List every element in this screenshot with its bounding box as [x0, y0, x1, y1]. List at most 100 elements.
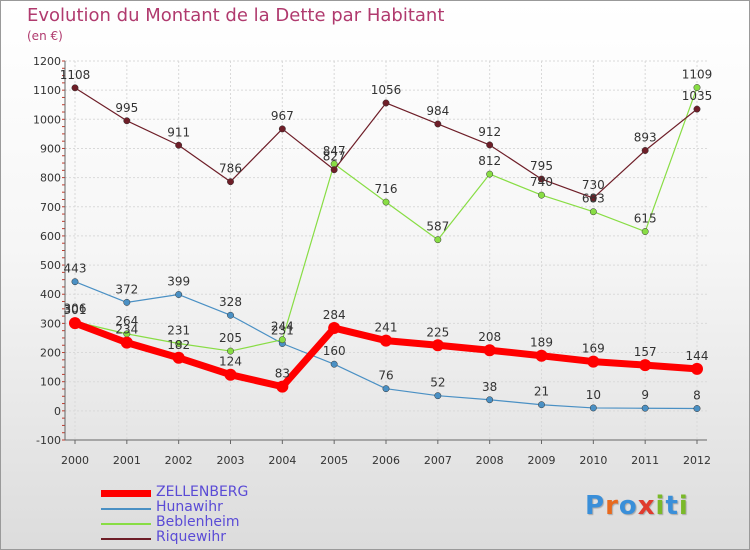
data-label-beblenheim: 264: [115, 314, 138, 328]
proxiti-logo: Proxiti: [585, 491, 689, 521]
data-label-hunawihr: 160: [323, 344, 346, 358]
x-tick-label: 2010: [579, 454, 607, 467]
y-tick-label: 200: [40, 347, 61, 360]
point-hunawihr: [123, 298, 131, 306]
y-tick-label: 1100: [33, 84, 61, 97]
y-tick-label: 800: [40, 172, 61, 185]
data-label-zellenberg: 124: [219, 355, 242, 369]
point-zellenberg: [276, 380, 289, 393]
point-hunawihr: [486, 396, 494, 404]
data-label-beblenheim: 812: [478, 154, 501, 168]
point-hunawihr: [538, 401, 545, 409]
legend-swatch-zellenberg: [101, 490, 151, 497]
point-beblenheim: [693, 84, 701, 91]
x-tick-label: 2003: [217, 454, 245, 467]
data-label-zellenberg: 225: [426, 325, 449, 339]
point-beblenheim: [434, 236, 442, 244]
x-tick-label: 2000: [61, 454, 89, 467]
data-label-riquewihr: 912: [478, 125, 501, 139]
point-riquewihr: [330, 166, 338, 174]
logo-letter: i: [655, 491, 666, 521]
chart-title: Evolution du Montant de la Dette par Hab…: [27, 5, 445, 26]
point-riquewihr: [434, 120, 442, 128]
point-riquewihr: [278, 125, 286, 133]
data-label-zellenberg: 234: [115, 323, 138, 337]
point-zellenberg: [483, 344, 496, 357]
y-tick-label: 0: [54, 405, 61, 418]
point-hunawihr: [71, 278, 79, 286]
data-label-hunawihr: 443: [64, 262, 87, 276]
point-beblenheim: [227, 347, 234, 355]
legend-swatch-hunawihr: [101, 508, 151, 510]
data-label-zellenberg: 83: [275, 367, 290, 381]
data-label-hunawihr: 231: [271, 324, 294, 338]
data-label-zellenberg: 208: [478, 330, 501, 344]
point-zellenberg: [691, 362, 703, 375]
point-riquewihr: [123, 117, 131, 125]
point-beblenheim: [382, 198, 390, 206]
legend-label-hunawihr: Hunawihr: [156, 499, 223, 515]
legend-label-beblenheim: Beblenheim: [156, 514, 240, 530]
point-hunawihr: [589, 404, 597, 412]
point-riquewihr: [71, 84, 79, 92]
point-riquewihr: [382, 99, 390, 107]
data-label-hunawihr: 372: [115, 282, 138, 296]
point-zellenberg: [69, 317, 81, 330]
point-riquewihr: [693, 105, 701, 113]
data-label-hunawihr: 52: [430, 376, 445, 390]
x-tick-label: 2004: [268, 454, 296, 467]
point-zellenberg: [120, 336, 133, 349]
point-hunawihr: [330, 360, 338, 368]
y-tick-label: 1000: [33, 113, 61, 126]
axes: -100 0 100 200 300 400 500 600 700 800 900 1000 1100…: [33, 55, 711, 467]
logo-letter: x: [637, 491, 656, 521]
point-zellenberg: [587, 355, 600, 368]
data-label-riquewihr: 967: [271, 109, 294, 123]
point-riquewihr: [538, 175, 545, 183]
data-label-zellenberg: 182: [167, 338, 190, 352]
point-beblenheim: [486, 170, 494, 178]
data-label-beblenheim: 231: [167, 324, 190, 338]
data-label-hunawihr: 38: [482, 380, 497, 394]
y-tick-label: 300: [40, 317, 61, 330]
data-label-zellenberg: 169: [582, 342, 605, 356]
logo-letter: i: [678, 491, 689, 521]
data-label-hunawihr: 8: [693, 389, 701, 403]
data-label-beblenheim: 244: [271, 320, 294, 334]
data-label-riquewihr: 730: [582, 178, 605, 192]
y-tick-label: 900: [40, 142, 61, 155]
x-tick-label: 2005: [320, 454, 348, 467]
data-label-beblenheim: 740: [530, 175, 553, 189]
logo-letter: P: [585, 491, 606, 521]
point-zellenberg: [431, 339, 444, 352]
point-hunawihr: [382, 385, 390, 393]
data-label-zellenberg: 144: [686, 349, 709, 363]
point-zellenberg: [380, 334, 392, 347]
point-riquewihr: [175, 141, 183, 149]
data-label-zellenberg: 189: [530, 336, 553, 350]
data-label-beblenheim: 1109: [682, 68, 713, 82]
point-riquewihr: [227, 178, 234, 186]
grid: [65, 60, 707, 441]
data-label-beblenheim: 615: [634, 212, 657, 226]
point-zellenberg: [172, 351, 185, 364]
data-label-riquewihr: 1108: [60, 68, 91, 82]
data-label-zellenberg: 301: [64, 303, 87, 317]
legend-label-zellenberg: ZELLENBERG: [156, 484, 249, 500]
data-label-riquewihr: 795: [530, 159, 553, 173]
point-riquewihr: [589, 194, 597, 202]
data-label-beblenheim: 306: [64, 302, 87, 316]
x-tick-label: 2001: [113, 454, 141, 467]
point-zellenberg: [639, 359, 652, 372]
data-labels: 301 234 182 124 83 284 241 225 208 189 169 157 144 44…: [60, 68, 713, 403]
series-lines: [69, 84, 703, 412]
point-hunawihr: [693, 405, 701, 412]
chart-subtitle: (en €): [27, 29, 63, 43]
data-label-hunawihr: 10: [586, 388, 601, 402]
data-label-beblenheim: 716: [375, 182, 398, 196]
data-label-hunawihr: 9: [641, 388, 649, 402]
data-label-riquewihr: 1056: [371, 83, 402, 97]
point-riquewihr: [486, 141, 494, 149]
legend-swatch-riquewihr: [101, 538, 151, 540]
